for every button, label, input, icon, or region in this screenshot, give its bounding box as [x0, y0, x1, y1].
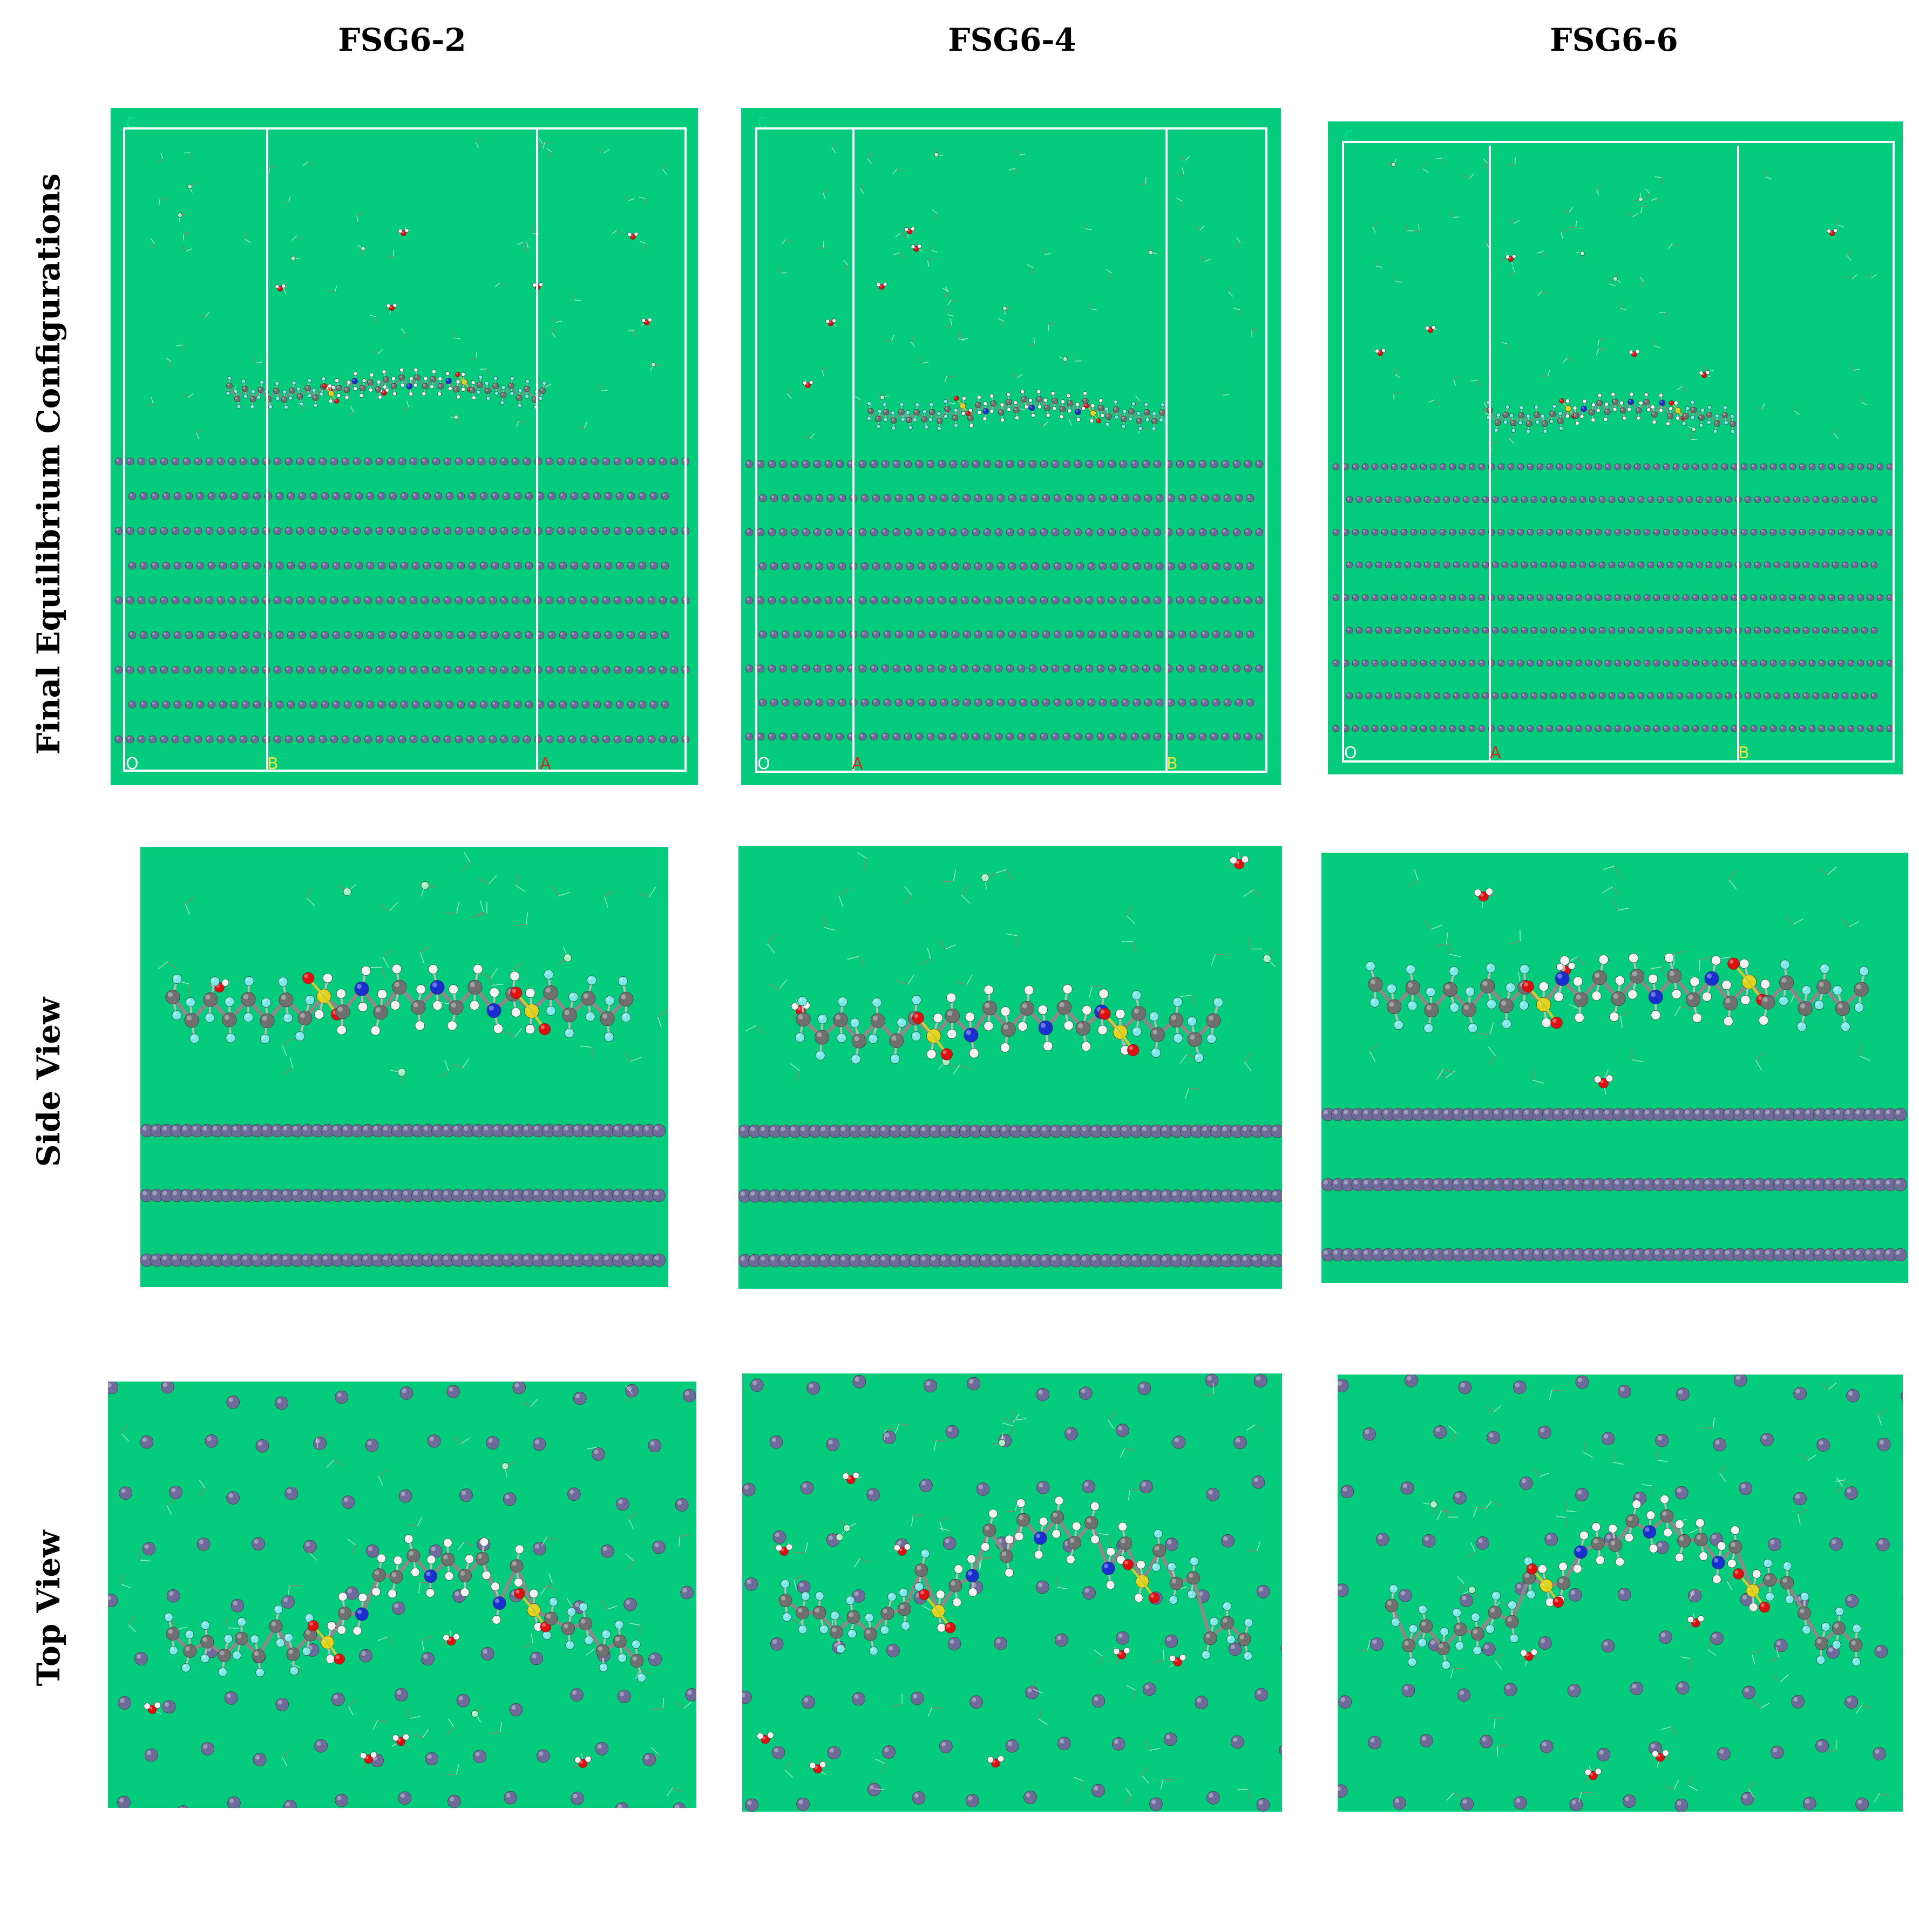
axis-label-origin: O: [126, 754, 139, 773]
axis-label-c: C: [1344, 128, 1354, 145]
axis-label-c: C: [126, 115, 135, 131]
top-view-fsg6-2: [108, 1382, 696, 1808]
column-title-fsg6-6: FSG6-6: [1452, 22, 1776, 58]
panel-fsg6-2-top: [108, 1382, 696, 1808]
side-view-fsg6-6: [1321, 853, 1908, 1283]
column-title-fsg6-4: FSG6-4: [850, 22, 1174, 58]
top-view-fsg6-6: [1338, 1375, 1903, 1812]
panel-fsg6-2-final: O B A C: [111, 108, 698, 785]
axis-label-a: A: [852, 754, 863, 773]
axis-label-origin: O: [757, 754, 770, 773]
panel-fsg6-6-side: [1321, 853, 1908, 1283]
panel-fsg6-2-side: [140, 847, 668, 1287]
axis-label-b: B: [267, 754, 279, 773]
axis-label-b: B: [1738, 744, 1750, 763]
panel-fsg6-4-top: [742, 1373, 1282, 1812]
simulation-box-fsg6-6: O A B C: [1328, 121, 1903, 774]
axis-label-b: B: [1167, 754, 1178, 773]
row-title-top-view: Top View: [30, 1284, 67, 1932]
axis-label-c: C: [757, 115, 767, 131]
panel-fsg6-4-side: [738, 846, 1282, 1289]
side-view-fsg6-4: [738, 846, 1282, 1289]
axis-label-origin: O: [1344, 744, 1357, 763]
column-title-fsg6-2: FSG6-2: [240, 22, 564, 58]
simulation-box-fsg6-2: O B A C: [111, 108, 698, 785]
axis-label-a: A: [1490, 744, 1501, 763]
top-view-fsg6-4: [742, 1373, 1282, 1812]
simulation-box-fsg6-4: O A B C: [741, 108, 1281, 785]
panel-fsg6-4-final: O A B C: [741, 108, 1281, 785]
panel-fsg6-6-top: [1338, 1375, 1903, 1812]
side-view-fsg6-2: [140, 847, 668, 1287]
axis-label-a: A: [540, 754, 551, 773]
panel-fsg6-6-final: O A B C: [1328, 121, 1903, 774]
row-title-final-equilibrium: Final Equilibrium Configurations: [30, 140, 67, 788]
